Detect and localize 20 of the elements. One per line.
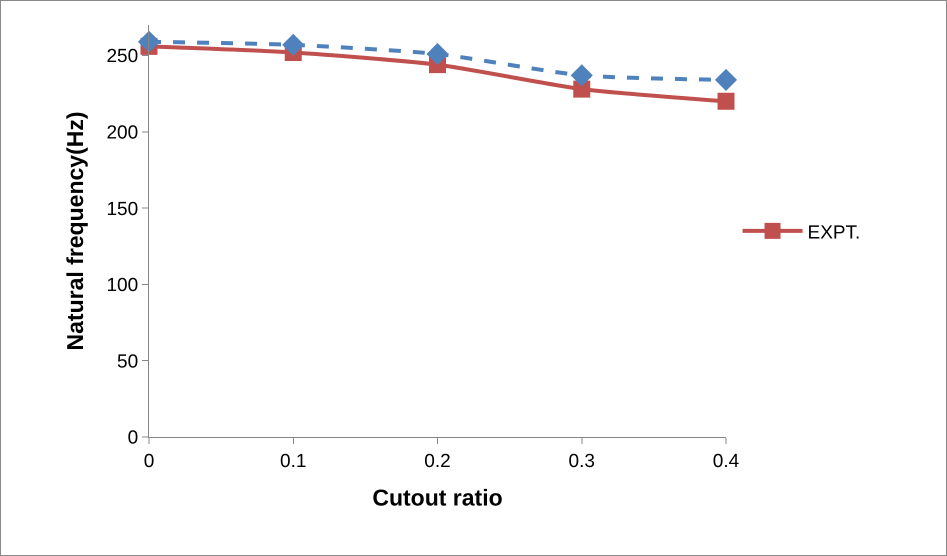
point xyxy=(426,42,449,66)
point xyxy=(138,30,160,53)
x-axis-title: Cutout ratio xyxy=(372,484,503,510)
y-axis-title: Natural frequency(Hz) xyxy=(62,112,88,350)
legend-label: EXPT. xyxy=(808,222,860,244)
x-tick-label: 0.2 xyxy=(424,450,451,472)
y-tick-label: 150 xyxy=(106,198,138,220)
y-tick-label: 50 xyxy=(117,351,138,372)
x-tick-label: 0.3 xyxy=(568,450,595,472)
y-tick-label: 100 xyxy=(106,275,138,296)
x-tick-label: 0.1 xyxy=(280,450,306,472)
x-tick-label: 0.4 xyxy=(712,450,740,472)
y-tick-label: 0 xyxy=(128,428,138,449)
x-tick-label: 0 xyxy=(144,450,154,472)
point xyxy=(570,64,593,86)
y-tick-label: 250 xyxy=(106,46,138,68)
point xyxy=(718,92,734,110)
point xyxy=(282,34,304,56)
point xyxy=(714,68,738,91)
y-tick-label: 200 xyxy=(106,122,138,144)
